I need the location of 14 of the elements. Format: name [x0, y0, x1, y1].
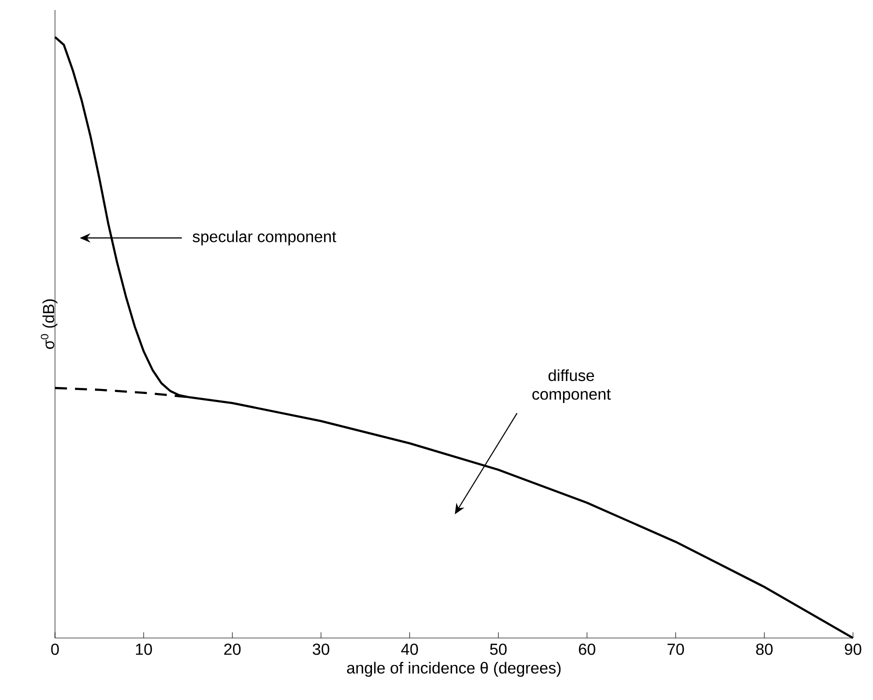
x-tick-label: 80	[756, 644, 773, 655]
x-tick-label: 70	[668, 644, 684, 655]
x-tick-label: 30	[312, 644, 330, 655]
annotation: specular component	[192, 230, 336, 246]
y-axis-title: σ$^{0}$ (dB)	[40, 299, 58, 349]
x-tick-label: 0	[51, 644, 59, 655]
x-tick-label: 90	[844, 644, 862, 655]
x-tick-label: 10	[136, 644, 152, 655]
x-tick-label: 40	[401, 644, 418, 655]
annotation: diffuse component	[532, 369, 611, 403]
x-axis-title: angle of incidence θ (degrees)	[347, 662, 561, 677]
x-tick-label: 60	[578, 644, 596, 655]
x-tick-label: 20	[224, 644, 241, 655]
x-tick-label: 50	[490, 644, 507, 655]
